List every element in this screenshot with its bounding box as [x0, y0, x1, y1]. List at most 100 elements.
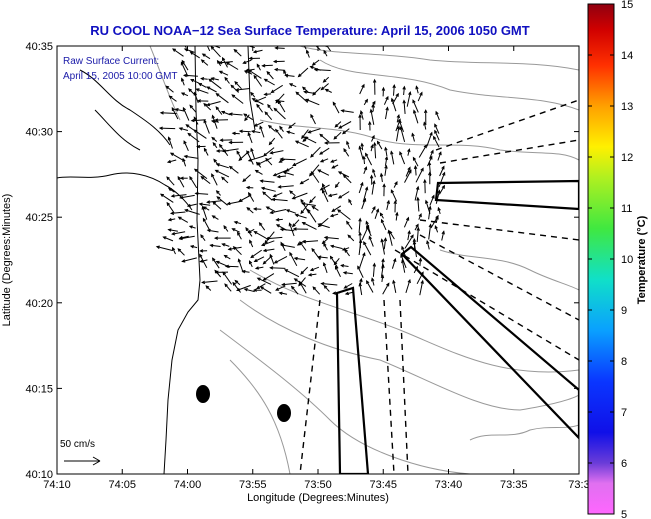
current-vector [372, 168, 376, 178]
current-vector [268, 137, 276, 146]
current-vector [256, 157, 272, 166]
current-vector [307, 208, 317, 223]
current-vector [407, 148, 411, 156]
current-vector [414, 223, 419, 231]
current-vector [265, 236, 283, 241]
current-vector [266, 70, 274, 80]
current-vector [411, 132, 415, 142]
current-vector [435, 110, 440, 121]
current-vector [331, 205, 342, 213]
current-vector [252, 207, 262, 211]
current-vector [182, 73, 198, 78]
current-vector [307, 273, 317, 277]
current-vector [246, 206, 254, 214]
current-vector [423, 178, 427, 194]
x-tick-label: 73:55 [239, 479, 267, 491]
current-vector [250, 129, 261, 134]
current-vector [371, 134, 375, 142]
current-vector [390, 97, 397, 112]
current-vector [199, 253, 208, 269]
current-vector [200, 59, 209, 66]
y-tick-label: 40:35 [25, 41, 53, 53]
current-vector [404, 234, 414, 249]
y-tick-label: 40:25 [25, 212, 53, 224]
current-vector [265, 206, 275, 212]
current-vector [187, 132, 200, 143]
current-vector [327, 193, 338, 198]
current-vector [221, 176, 229, 184]
current-vector [317, 255, 328, 259]
current-vector [418, 213, 422, 220]
current-vector [419, 279, 424, 296]
current-vector [188, 225, 196, 229]
current-vector [209, 243, 221, 248]
current-vector [258, 221, 266, 231]
current-vector [255, 161, 262, 168]
current-vector [415, 85, 419, 94]
current-vector [311, 247, 321, 261]
current-vector [319, 158, 329, 163]
current-vector [189, 104, 197, 113]
current-vector [218, 143, 229, 156]
current-vector [256, 277, 272, 285]
current-vector [402, 99, 406, 114]
current-vector [322, 183, 328, 195]
current-vector [223, 254, 231, 260]
current-vector [171, 106, 179, 120]
current-vector [269, 253, 275, 265]
current-vector [323, 49, 328, 57]
current-vector [193, 129, 207, 139]
annotation-line-2: April 15, 2005 10:00 GMT [63, 71, 178, 82]
current-vector [346, 220, 353, 230]
current-vector [205, 285, 212, 291]
current-vector [392, 83, 396, 96]
current-vector [247, 131, 253, 144]
current-vector [277, 185, 294, 189]
current-vector [242, 59, 252, 64]
current-vector [253, 256, 265, 263]
current-vector [254, 169, 263, 175]
current-vector [177, 216, 189, 223]
current-vector [342, 271, 353, 275]
current-vector [310, 146, 321, 158]
current-vector [346, 140, 350, 150]
current-vector [181, 257, 197, 263]
current-vector [203, 119, 210, 134]
current-vector [333, 131, 342, 140]
current-vector [253, 231, 267, 239]
current-vector [418, 257, 423, 267]
current-vector [228, 140, 244, 145]
current-vector [289, 251, 298, 267]
current-vector [214, 118, 229, 122]
current-vector [201, 280, 218, 285]
current-vector [416, 226, 420, 242]
current-vector [429, 149, 434, 159]
current-vector [170, 194, 187, 198]
current-vector [219, 138, 233, 142]
current-vector [293, 256, 306, 261]
colorbar-tick-label: 10 [621, 254, 633, 266]
current-vector [348, 198, 353, 206]
x-tick-label: 73:3 [568, 479, 589, 491]
current-vector [281, 282, 297, 287]
current-vector [243, 113, 253, 121]
current-vector [206, 228, 219, 233]
current-vector [414, 185, 420, 201]
colorbar-tick-label: 11 [621, 203, 632, 215]
current-vector [423, 109, 428, 125]
y-axis-label: Latitude (Degrees:Minutes) [1, 194, 13, 327]
current-vector [371, 179, 376, 195]
current-vector [380, 274, 385, 282]
current-vector [274, 46, 285, 50]
current-vector [324, 88, 332, 93]
y-tick-label: 40:15 [25, 383, 53, 395]
current-vector [413, 109, 419, 124]
current-vector [199, 249, 208, 253]
scale-arrow [64, 456, 101, 466]
current-vector [426, 131, 433, 147]
current-vector [289, 190, 296, 197]
current-vector [272, 169, 288, 177]
current-vector [329, 213, 339, 218]
current-vector [340, 109, 354, 113]
current-vector [211, 46, 221, 49]
